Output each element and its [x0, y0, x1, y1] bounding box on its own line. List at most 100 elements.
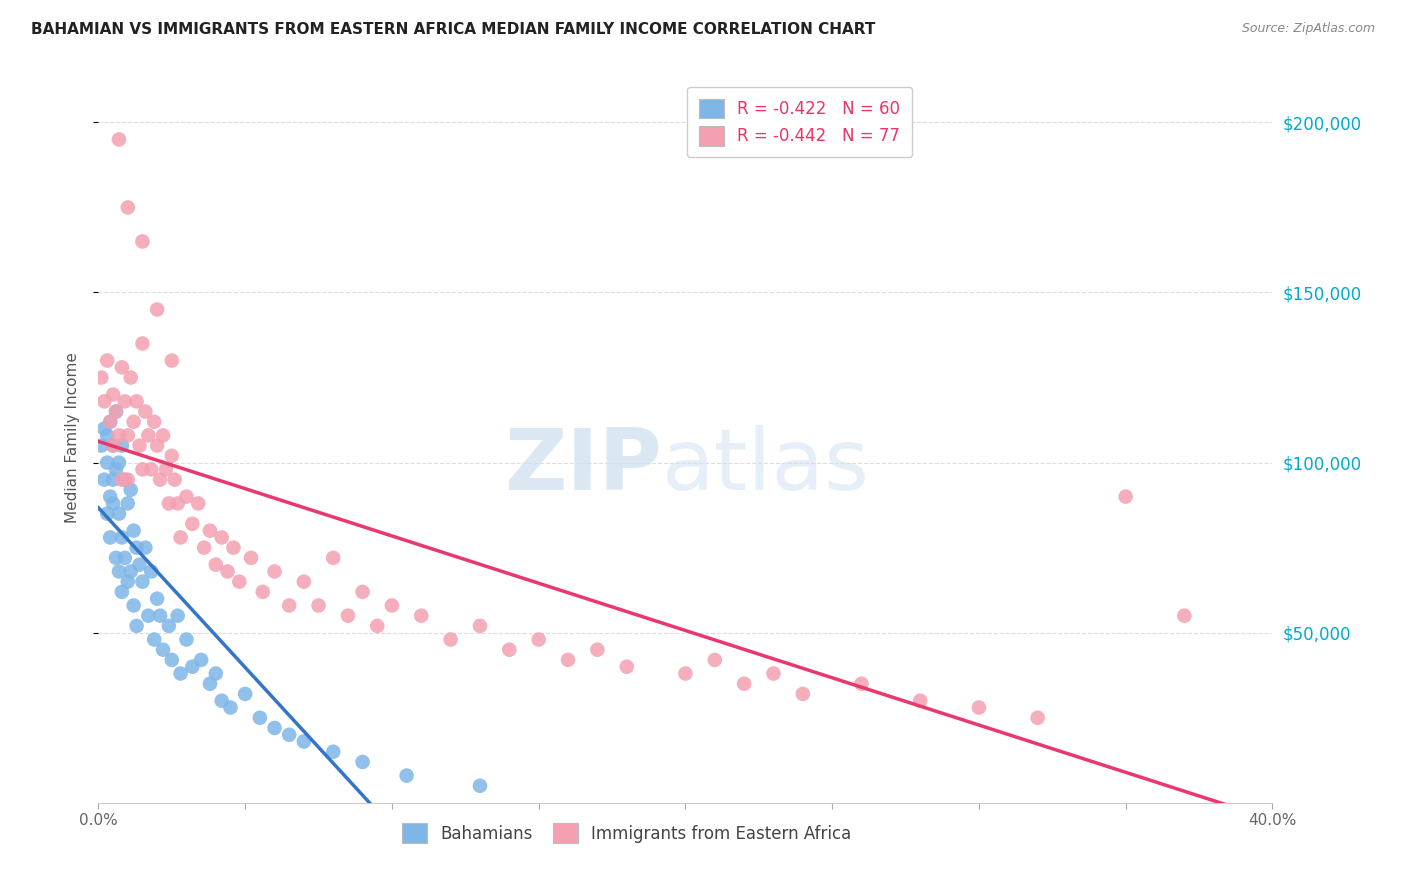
Point [111, 473, 134, 487]
Point [1173, 608, 1195, 623]
Point [468, 619, 491, 633]
Point [128, 558, 150, 572]
Point [98, 490, 121, 504]
Point [114, 550, 136, 565]
Point [105, 550, 128, 565]
Point [322, 550, 344, 565]
Point [105, 462, 128, 476]
Point [149, 473, 172, 487]
Point [149, 608, 172, 623]
Point [120, 565, 142, 579]
Text: atlas: atlas [662, 425, 870, 508]
Point [101, 496, 124, 510]
Point [439, 632, 461, 647]
Point [160, 653, 183, 667]
Point [263, 721, 285, 735]
Point [352, 585, 374, 599]
Point [108, 456, 131, 470]
Point [527, 632, 550, 647]
Point [117, 201, 139, 215]
Point [96, 428, 118, 442]
Point [114, 394, 136, 409]
Point [292, 574, 315, 589]
Point [111, 531, 134, 545]
Point [108, 428, 131, 442]
Point [160, 449, 183, 463]
Point [101, 439, 124, 453]
Point [120, 483, 142, 497]
Point [498, 642, 520, 657]
Point [395, 768, 418, 782]
Point [703, 653, 725, 667]
Point [122, 415, 145, 429]
Point [181, 659, 204, 673]
Point [762, 666, 785, 681]
Point [152, 428, 174, 442]
Point [101, 387, 124, 401]
Point [155, 462, 177, 476]
Point [152, 642, 174, 657]
Point [733, 677, 755, 691]
Point [910, 694, 932, 708]
Point [143, 415, 166, 429]
Y-axis label: Median Family Income: Median Family Income [65, 351, 80, 523]
Point [233, 687, 256, 701]
Point [114, 473, 136, 487]
Point [381, 599, 404, 613]
Point [557, 653, 579, 667]
Point [122, 599, 145, 613]
Point [128, 439, 150, 453]
Point [616, 659, 638, 673]
Point [111, 585, 134, 599]
Point [222, 541, 245, 555]
Point [125, 541, 148, 555]
Point [131, 462, 153, 476]
Point [98, 415, 121, 429]
Point [90, 439, 112, 453]
Point [198, 677, 221, 691]
Point [98, 415, 121, 429]
Point [111, 439, 134, 453]
Point [93, 394, 115, 409]
Point [190, 653, 212, 667]
Point [131, 235, 153, 249]
Point [176, 632, 198, 647]
Point [146, 591, 169, 606]
Point [1115, 490, 1137, 504]
Point [187, 496, 209, 510]
Point [675, 666, 697, 681]
Point [146, 439, 169, 453]
Point [352, 755, 374, 769]
Point [163, 473, 186, 487]
Point [105, 404, 128, 418]
Point [263, 565, 285, 579]
Point [366, 619, 388, 633]
Point [101, 439, 124, 453]
Point [136, 608, 159, 623]
Point [468, 779, 491, 793]
Point [278, 728, 301, 742]
Point [146, 302, 169, 317]
Point [136, 428, 159, 442]
Text: Source: ZipAtlas.com: Source: ZipAtlas.com [1241, 22, 1375, 36]
Point [141, 462, 163, 476]
Point [851, 677, 873, 691]
Point [108, 132, 131, 146]
Point [211, 694, 233, 708]
Point [240, 550, 263, 565]
Point [181, 516, 204, 531]
Point [141, 565, 163, 579]
Point [108, 507, 131, 521]
Point [166, 496, 188, 510]
Point [193, 541, 215, 555]
Point [98, 531, 121, 545]
Point [198, 524, 221, 538]
Point [134, 541, 156, 555]
Point [134, 404, 156, 418]
Point [322, 745, 344, 759]
Point [217, 565, 239, 579]
Point [93, 473, 115, 487]
Point [131, 336, 153, 351]
Point [120, 370, 142, 384]
Point [336, 608, 359, 623]
